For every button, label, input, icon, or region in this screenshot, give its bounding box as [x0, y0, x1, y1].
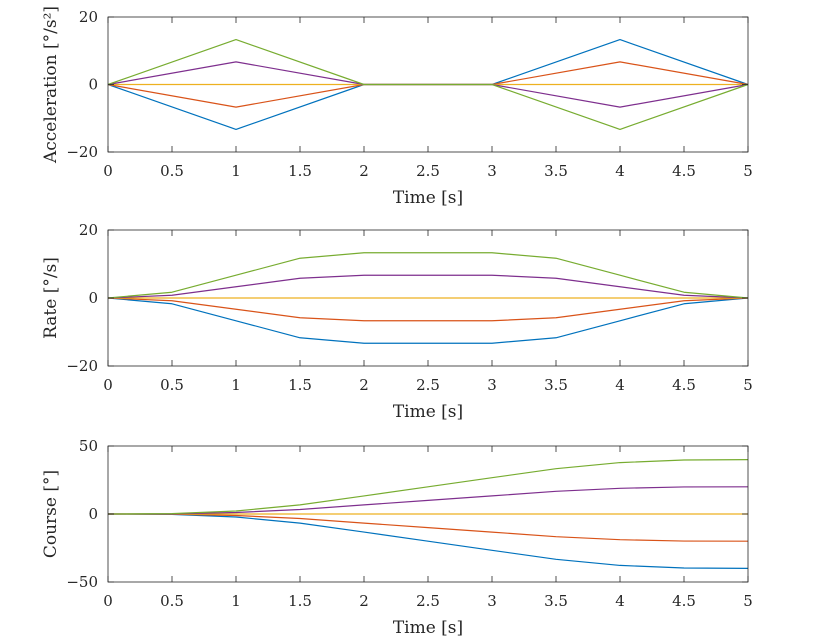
x-tick-label: 4.5 [672, 592, 696, 610]
x-tick-label: 1 [231, 376, 241, 394]
series-line-5 [107, 459, 749, 515]
x-tick-label: 3.5 [544, 376, 568, 394]
y-tick-label: 50 [79, 437, 98, 455]
x-tick-label: 1 [231, 592, 241, 610]
y-tick-label: 20 [79, 221, 98, 239]
x-tick-label: 4 [615, 592, 625, 610]
y-axis-label: Course [°] [41, 470, 61, 558]
chart-panel-1: 0 0.5 1 1.5 2 2.5 3 3.5 4 4.5 5 20 0 −20 Time [s] Accel… [41, 6, 753, 208]
x-tick-label: 5 [743, 592, 753, 610]
x-tick-label: 1.5 [288, 592, 312, 610]
series-line-1 [107, 513, 749, 570]
y-tick-label: 0 [88, 289, 98, 307]
series-line-5 [107, 252, 749, 299]
series-line-2 [107, 297, 749, 322]
y-tick-label: −20 [66, 143, 98, 161]
y-tick-label: 0 [88, 76, 98, 94]
x-tick-label: 0.5 [160, 162, 184, 180]
x-tick-label: 3 [487, 162, 497, 180]
x-tick-label: 0.5 [160, 592, 184, 610]
y-axis-label: Rate [°/s] [41, 257, 61, 339]
x-tick-label: 2.5 [416, 376, 440, 394]
x-tick-label: 4.5 [672, 162, 696, 180]
x-tick-label: 1 [231, 162, 241, 180]
x-tick-label: 0 [103, 162, 113, 180]
x-tick-label: 3.5 [544, 592, 568, 610]
x-tick-label: 5 [743, 376, 753, 394]
series-line-2 [107, 513, 749, 542]
series-line-1 [107, 297, 749, 344]
x-axis-label: Time [s] [393, 402, 463, 422]
x-axis-label: Time [s] [393, 188, 463, 208]
x-tick-label: 4.5 [672, 376, 696, 394]
series-line-4 [107, 274, 749, 299]
x-tick-label: 5 [743, 162, 753, 180]
x-tick-label: 2 [359, 592, 369, 610]
x-tick-label: 3 [487, 592, 497, 610]
x-tick-label: 2 [359, 376, 369, 394]
y-tick-label: −20 [66, 357, 98, 375]
x-tick-label: 1.5 [288, 162, 312, 180]
x-tick-label: 0.5 [160, 376, 184, 394]
chart-panel-3: 0 0.5 1 1.5 2 2.5 3 3.5 4 4.5 5 50 0 −50 Time [s] Cours… [41, 437, 753, 638]
x-tick-label: 4 [615, 162, 625, 180]
y-tick-label: 0 [88, 505, 98, 523]
chart-panel-2: 0 0.5 1 1.5 2 2.5 3 3.5 4 4.5 5 20 0 −20 Time [s] Rate … [41, 221, 753, 422]
x-tick-label: 4 [615, 376, 625, 394]
y-tick-label: −50 [66, 573, 98, 591]
y-tick-label: 20 [79, 8, 98, 26]
series-line-4 [107, 486, 749, 515]
x-tick-label: 2.5 [416, 592, 440, 610]
x-tick-label: 0 [103, 592, 113, 610]
x-tick-label: 1.5 [288, 376, 312, 394]
y-axis-label: Acceleration [°/s²] [41, 6, 61, 164]
x-axis-label: Time [s] [393, 618, 463, 638]
x-tick-label: 2.5 [416, 162, 440, 180]
x-tick-label: 3 [487, 376, 497, 394]
series-line-5 [107, 39, 749, 130]
x-tick-label: 3.5 [544, 162, 568, 180]
x-tick-label: 0 [103, 376, 113, 394]
x-tick-label: 2 [359, 162, 369, 180]
